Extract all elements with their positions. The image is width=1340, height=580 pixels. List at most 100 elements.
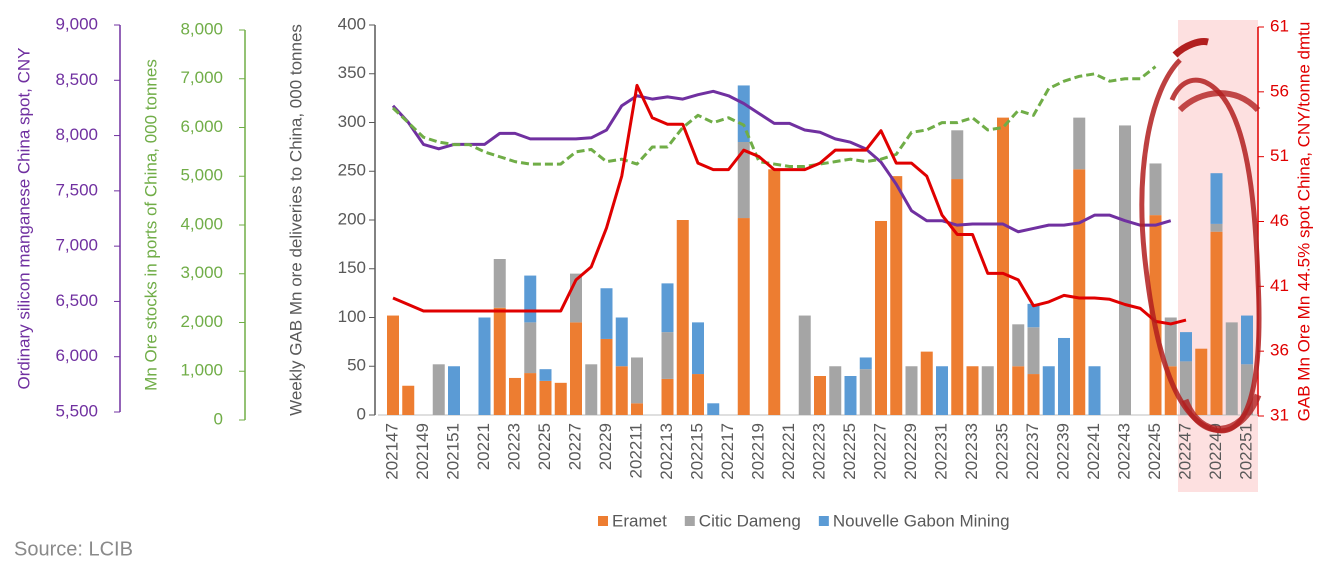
x-tick-label: 202233 xyxy=(962,423,981,480)
bar xyxy=(661,332,674,379)
x-tick-label: 202251 xyxy=(1236,423,1255,480)
bar xyxy=(1088,366,1101,415)
bar xyxy=(539,380,552,415)
y-tick-label: 61 xyxy=(1270,16,1289,35)
x-tick-label: 202147 xyxy=(382,423,401,480)
y-tick-label: 36 xyxy=(1270,341,1289,360)
y-tick-label: 6,000 xyxy=(55,346,98,365)
y-tick-label: 4,000 xyxy=(180,214,223,233)
x-tick-label: 202219 xyxy=(748,423,767,480)
y-tick-label: 8,000 xyxy=(180,19,223,38)
x-tick-label: 202151 xyxy=(443,423,462,480)
x-tick-label: 202245 xyxy=(1145,423,1164,480)
y-tick-label: 5,500 xyxy=(55,401,98,420)
legend-swatch xyxy=(598,516,608,526)
x-tick-label: 20223 xyxy=(504,423,523,470)
y-tick-label: 300 xyxy=(338,112,366,131)
bar xyxy=(661,283,674,333)
y-tick-label: 7,000 xyxy=(55,236,98,255)
bar xyxy=(951,179,964,415)
axis-title: GAB Mn Ore Mn 44.5% spot China, CNY/tonn… xyxy=(1294,22,1313,422)
y-tick-label: 3,000 xyxy=(180,263,223,282)
y-tick-label: 50 xyxy=(347,356,366,375)
bar xyxy=(951,130,964,180)
bar xyxy=(402,385,415,415)
y-tick-label: 7,500 xyxy=(55,180,98,199)
x-tick-label: 202249 xyxy=(1206,423,1225,480)
bar xyxy=(600,338,613,415)
bar xyxy=(981,366,994,415)
bar xyxy=(1042,366,1055,415)
bar xyxy=(1027,303,1040,328)
bar xyxy=(493,307,506,415)
x-tick-label: 202239 xyxy=(1053,423,1072,480)
y-tick-label: 6,500 xyxy=(55,291,98,310)
bar xyxy=(554,382,567,415)
bar xyxy=(1058,337,1070,415)
x-tick-label: 202223 xyxy=(809,423,828,480)
legend-label: Citic Dameng xyxy=(699,511,801,530)
bar xyxy=(875,220,887,415)
y-tick-label: 46 xyxy=(1270,211,1289,230)
bar xyxy=(798,315,811,415)
bar xyxy=(570,322,582,415)
bar xyxy=(448,366,460,415)
bar xyxy=(1027,374,1040,415)
bar xyxy=(676,220,689,415)
bar xyxy=(1119,125,1131,416)
bar xyxy=(524,322,537,374)
axis-title: Ordinary silicon manganese China spot, C… xyxy=(14,47,33,389)
x-tick-label: 202235 xyxy=(992,423,1011,480)
y-tick-label: 6,000 xyxy=(180,117,223,136)
y-tick-label: 0 xyxy=(357,404,366,423)
x-tick-label: 202149 xyxy=(413,423,432,480)
legend-swatch xyxy=(684,516,695,526)
x-tick-label: 20229 xyxy=(596,423,615,470)
y-tick-label: 5,000 xyxy=(180,166,223,185)
bar xyxy=(1195,348,1208,415)
bar xyxy=(493,259,506,308)
legend-label: Eramet xyxy=(612,511,667,530)
bar xyxy=(631,403,643,415)
bar xyxy=(509,377,521,415)
bar xyxy=(524,373,537,415)
bar xyxy=(1241,315,1253,365)
bar xyxy=(1149,163,1162,216)
x-tick-label: 202243 xyxy=(1114,423,1133,480)
bar xyxy=(844,376,857,415)
line-series xyxy=(391,89,1172,234)
x-tick-label: 202227 xyxy=(870,423,889,480)
bar xyxy=(692,322,704,375)
bar xyxy=(387,315,399,415)
bar xyxy=(920,351,933,415)
plot-area: 5,500 6,000 6,500 7,000 7,500 8,000 8,500 9,000… xyxy=(14,14,1313,530)
y-tick-label: 150 xyxy=(338,258,366,277)
x-tick-label: 202221 xyxy=(779,423,798,480)
y-tick-label: 9,000 xyxy=(55,14,98,33)
bar xyxy=(859,369,872,415)
bar xyxy=(615,366,628,415)
y-tick-label: 2,000 xyxy=(180,312,223,331)
x-tick-label: 202241 xyxy=(1084,423,1103,480)
y-tick-label: 250 xyxy=(338,161,366,180)
bar xyxy=(707,403,720,415)
bar xyxy=(1027,327,1040,375)
bar xyxy=(1073,117,1086,170)
bar xyxy=(539,369,552,381)
bar xyxy=(585,364,598,415)
bar xyxy=(631,357,643,404)
bar xyxy=(1073,169,1086,415)
line-series xyxy=(391,65,1157,168)
x-tick-label: 202217 xyxy=(718,423,737,480)
bar xyxy=(966,366,979,415)
x-tick-label: 202211 xyxy=(626,423,645,478)
x-tick-label: 20225 xyxy=(535,423,554,470)
y-tick-label: 31 xyxy=(1270,405,1289,424)
y-tick-label: 100 xyxy=(338,307,366,326)
bar xyxy=(432,364,445,415)
x-tick-label: 202225 xyxy=(840,423,859,480)
bar xyxy=(478,317,491,415)
x-tick-label: 202229 xyxy=(901,423,920,480)
y-tick-label: 7,000 xyxy=(180,68,223,87)
bar xyxy=(524,275,537,323)
